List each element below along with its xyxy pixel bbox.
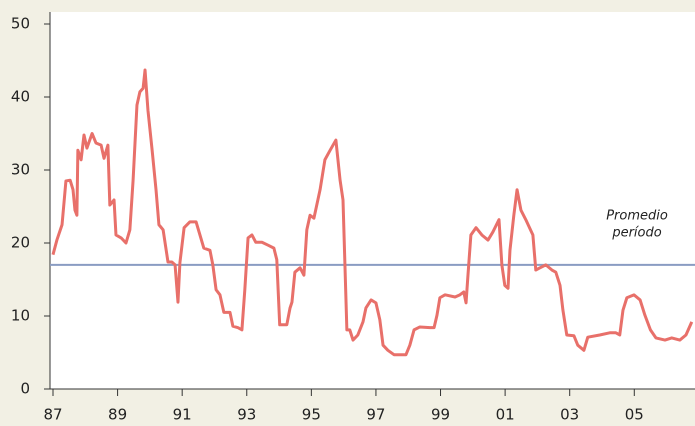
x-tick-label: 01 [496, 406, 515, 424]
average-label: período [611, 226, 661, 241]
x-tick-label: 03 [560, 406, 579, 424]
y-tick-label: 10 [11, 307, 30, 325]
y-tick-label: 30 [11, 161, 30, 179]
plot-area [50, 12, 695, 389]
y-tick-label: 50 [11, 15, 30, 33]
x-tick-label: 99 [431, 406, 450, 424]
x-tick-label: 95 [302, 406, 321, 424]
x-tick-label: 89 [108, 406, 127, 424]
y-tick-label: 20 [11, 234, 30, 252]
x-tick-label: 97 [366, 406, 385, 424]
data-line [51, 68, 694, 357]
y-tick-label: 0 [20, 380, 30, 398]
x-tick-label: 93 [237, 406, 256, 424]
x-tick-label: 91 [173, 406, 192, 424]
x-tick-label: 87 [43, 406, 62, 424]
x-tick-label: 05 [625, 406, 644, 424]
average-label: Promedio [606, 209, 668, 224]
y-tick-label: 40 [11, 88, 30, 106]
